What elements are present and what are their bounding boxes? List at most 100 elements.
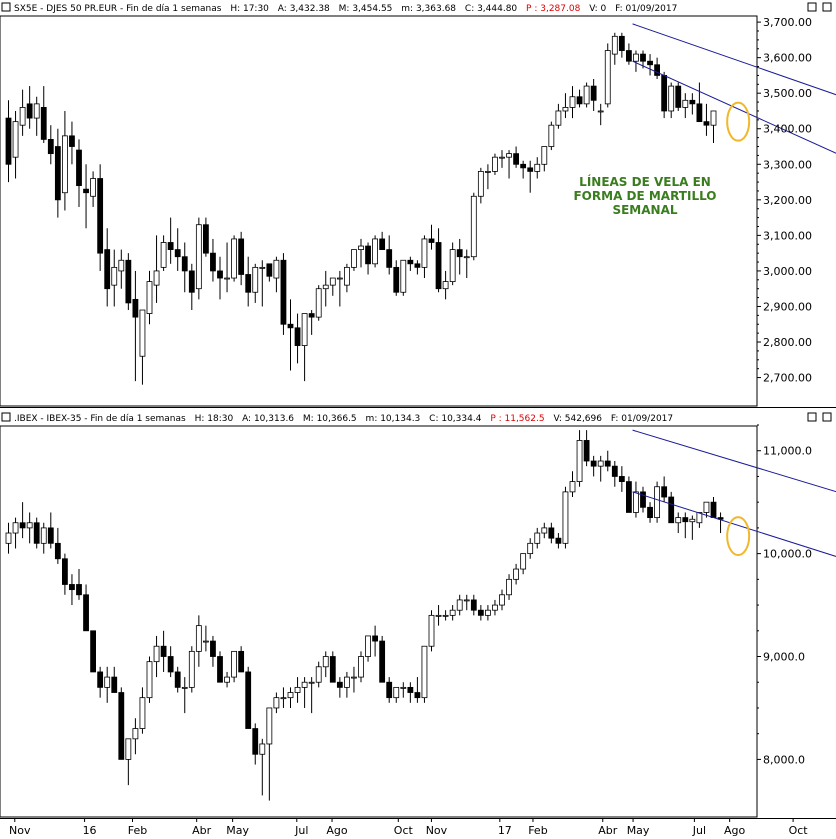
candle-body-up [541,527,548,534]
candle-body-up [160,242,167,268]
candle [618,32,625,58]
candle [181,242,188,293]
candle [90,171,96,207]
candle [534,527,541,549]
candle-body-up [280,697,287,700]
candle-body-down [393,266,400,293]
candle-body-down [69,135,75,147]
annotation-line-1: LÍNEAS DE VELA EN [579,174,711,189]
candle [421,645,428,703]
candle [19,502,26,539]
x-tick-label: May [627,824,650,837]
candle [675,82,682,111]
candle [167,646,174,678]
candle-body-up [146,661,153,699]
candle [217,651,223,683]
candle [428,610,435,652]
candle [294,677,301,703]
candle-body-down [252,728,259,755]
candle-body-down [287,323,294,329]
candle [597,103,604,126]
panel-1-close-icon[interactable] [822,2,832,12]
candle-body-down [83,594,89,632]
candle [675,512,682,534]
candle-body-up [449,249,456,282]
candle [358,651,364,683]
candle [654,57,660,79]
candle-body-down [104,249,111,290]
candle [132,718,139,755]
y-tick-label: 2,800.00 [763,336,812,349]
candle [146,656,153,703]
candle-body-up [294,686,301,693]
candle [506,150,512,179]
candle [520,160,527,179]
candle [682,512,689,539]
panel-1-minimize-icon[interactable] [807,2,817,12]
candle-body-down [97,178,104,254]
candle [5,522,12,554]
candle-body-up [358,245,364,251]
candle [83,164,89,229]
x-tick-label: Abr [598,824,618,837]
y-tick-label: 3,300.00 [763,158,812,171]
candle-body-up [40,527,47,544]
candle [12,517,19,549]
candle [484,605,491,621]
panel-2-minimize-icon[interactable] [807,412,817,422]
candle [682,93,689,119]
candle-body-down [379,238,386,251]
candle-body-down [33,522,40,544]
candle [654,481,660,523]
candle-body-up [224,676,230,683]
candle-body-up [273,259,280,279]
panel-1-resize-icon[interactable] [1,2,11,12]
candle [231,650,238,683]
candle-body-down [132,298,139,318]
candle [611,32,618,65]
candle-body-down [280,259,287,325]
candle-body-down [668,496,675,524]
candle [12,110,19,179]
y-tick-label: 11,000.0 [763,445,812,458]
candle [647,502,653,523]
candle-body-down [386,681,393,699]
candle [287,687,294,708]
candle-body-down [520,163,527,169]
candle-body-down [717,517,724,520]
candle [188,263,195,311]
candle-body-up [111,266,118,286]
candle-body-up [132,728,139,740]
candle-body-down [647,506,653,519]
candle [238,231,245,286]
x-tick-label: Oct [394,824,414,837]
candle [400,682,407,698]
panel-1-header-text: SX5E - DJES 50 PR.EUR - Fin de día 1 sem… [14,4,677,14]
candle-body-down [407,259,414,265]
candle-body-up [442,281,449,290]
candle [583,430,590,467]
candle-body-up [202,640,209,643]
candle-body-down [125,259,132,304]
candle [477,167,484,204]
y-tick-label: 3,400.00 [763,123,812,136]
panel-2-resize-icon[interactable] [1,412,11,422]
candle [343,671,350,698]
candle [499,589,505,611]
candle [40,86,47,143]
panel-2-close-icon[interactable] [822,412,832,422]
candle-body-up [654,486,660,519]
candle [351,666,357,693]
candle-body-up [252,266,259,293]
candle-body-down [548,527,555,539]
candle-body-down [626,481,632,513]
candle-body-down [682,517,689,523]
candle [33,96,40,136]
candle-body-up [696,512,703,524]
candle [301,677,308,708]
candle [597,455,604,482]
candle-body-up [315,666,322,683]
candle [407,256,414,271]
candle [125,253,132,311]
x-tick-label: Jul [692,824,706,837]
